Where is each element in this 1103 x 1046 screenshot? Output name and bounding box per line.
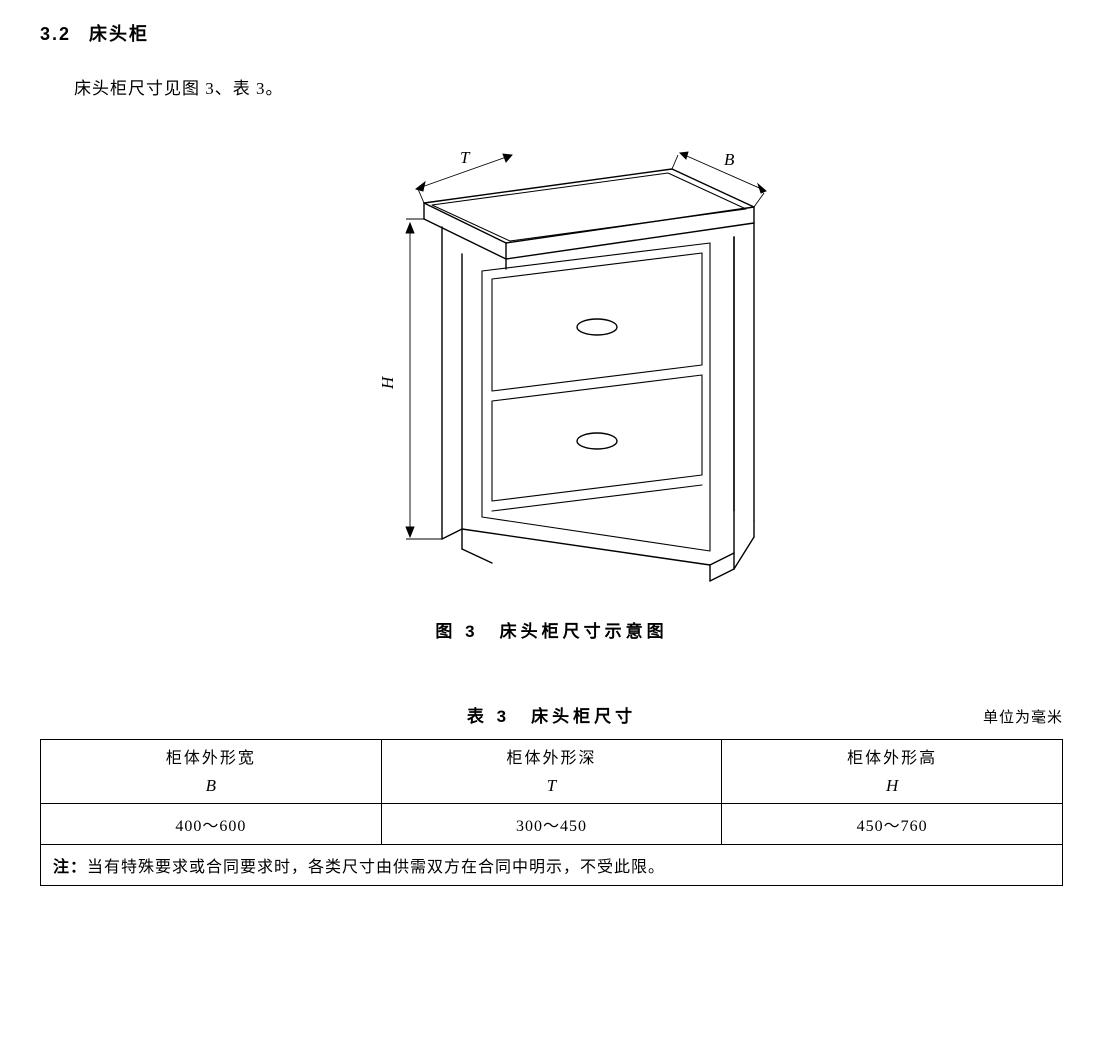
- table-header-row: 柜体外形宽 B 柜体外形深 T 柜体外形高 H: [41, 740, 1063, 804]
- figure-caption: 图 3 床头柜尺寸示意图: [40, 617, 1063, 642]
- table-unit-label: 单位为毫米: [983, 706, 1063, 727]
- section-title: 床头柜: [89, 24, 149, 44]
- table-title: 表 3 床头柜尺寸: [467, 707, 636, 726]
- table-row: 400～600 300～450 450～760: [41, 803, 1063, 844]
- cell-t: 300～450: [381, 803, 722, 844]
- table-title-row: 表 3 床头柜尺寸 单位为毫米: [40, 702, 1063, 727]
- spec-table: 柜体外形宽 B 柜体外形深 T 柜体外形高 H 400～600 300～450 …: [40, 739, 1063, 886]
- dim-label-b: B: [724, 150, 735, 169]
- col-label: 柜体外形高: [722, 746, 1062, 772]
- intro-paragraph: 床头柜尺寸见图 3、表 3。: [40, 74, 1063, 99]
- table-note-row: 注：当有特殊要求或合同要求时，各类尺寸由供需双方在合同中明示，不受此限。: [41, 844, 1063, 885]
- note-text: 当有特殊要求或合同要求时，各类尺寸由供需双方在合同中明示，不受此限。: [87, 859, 665, 876]
- section-number: 3.2: [40, 24, 71, 45]
- col-symbol: B: [41, 772, 381, 799]
- col-symbol: T: [382, 772, 722, 799]
- col-label: 柜体外形宽: [41, 746, 381, 772]
- figure-block: B T H 图 3 床头柜尺寸示意图: [40, 119, 1063, 642]
- dim-label-t: T: [460, 148, 471, 167]
- nightstand-diagram: B T H: [292, 119, 812, 599]
- dim-label-h: H: [378, 375, 397, 390]
- cell-h: 450～760: [722, 803, 1063, 844]
- note-prefix: 注：: [53, 859, 87, 876]
- col-header-b: 柜体外形宽 B: [41, 740, 382, 804]
- cell-b: 400～600: [41, 803, 382, 844]
- table-note-cell: 注：当有特殊要求或合同要求时，各类尺寸由供需双方在合同中明示，不受此限。: [41, 844, 1063, 885]
- section-heading: 3.2 床头柜: [40, 20, 1063, 46]
- col-label: 柜体外形深: [382, 746, 722, 772]
- col-symbol: H: [722, 772, 1062, 799]
- col-header-h: 柜体外形高 H: [722, 740, 1063, 804]
- col-header-t: 柜体外形深 T: [381, 740, 722, 804]
